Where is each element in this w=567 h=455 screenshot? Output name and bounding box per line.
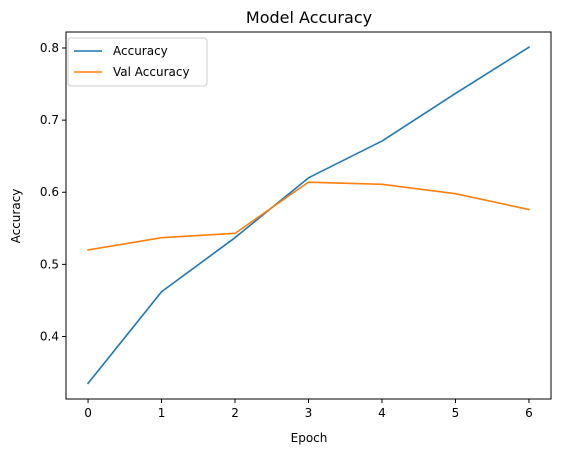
series-line-val-accuracy	[87, 181, 530, 251]
legend-box	[67, 37, 208, 87]
y-axis: 0.4 0.5 0.6 0.7 0.8	[40, 41, 66, 343]
x-tick-label: 6	[525, 406, 533, 420]
legend-label: Accuracy	[113, 44, 168, 58]
y-tick-label: 0.5	[40, 257, 59, 271]
plot-frame	[65, 31, 552, 400]
x-tick-label: 0	[84, 406, 92, 420]
x-tick-label: 2	[231, 406, 239, 420]
series-line-accuracy	[86, 46, 531, 385]
y-tick-label: 0.8	[40, 41, 59, 55]
x-tick-label: 3	[305, 406, 313, 420]
x-tick-label: 4	[378, 406, 386, 420]
series-layer	[86, 46, 531, 385]
x-axis: 0 1 2 3 4 5 6	[84, 399, 533, 420]
x-tick-label: 1	[158, 406, 166, 420]
legend: Accuracy Val Accuracy	[67, 37, 208, 87]
y-axis-label: Accuracy	[9, 189, 23, 244]
y-tick-label: 0.4	[40, 329, 59, 343]
y-tick-label: 0.7	[40, 113, 59, 127]
y-tick-label: 0.6	[40, 185, 59, 199]
plot-area	[65, 31, 552, 400]
chart-title: Model Accuracy	[246, 8, 372, 27]
x-axis-label: Epoch	[291, 431, 328, 445]
x-tick-label: 5	[452, 406, 460, 420]
legend-label: Val Accuracy	[113, 65, 190, 79]
